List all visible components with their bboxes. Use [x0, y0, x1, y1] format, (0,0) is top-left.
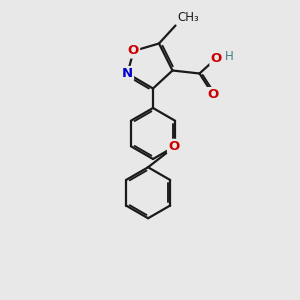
- Text: O: O: [168, 140, 179, 153]
- Text: H: H: [224, 50, 233, 64]
- Text: O: O: [207, 88, 219, 101]
- Text: N: N: [122, 67, 133, 80]
- Text: O: O: [128, 44, 139, 58]
- Text: CH₃: CH₃: [177, 11, 199, 24]
- Text: O: O: [210, 52, 222, 65]
